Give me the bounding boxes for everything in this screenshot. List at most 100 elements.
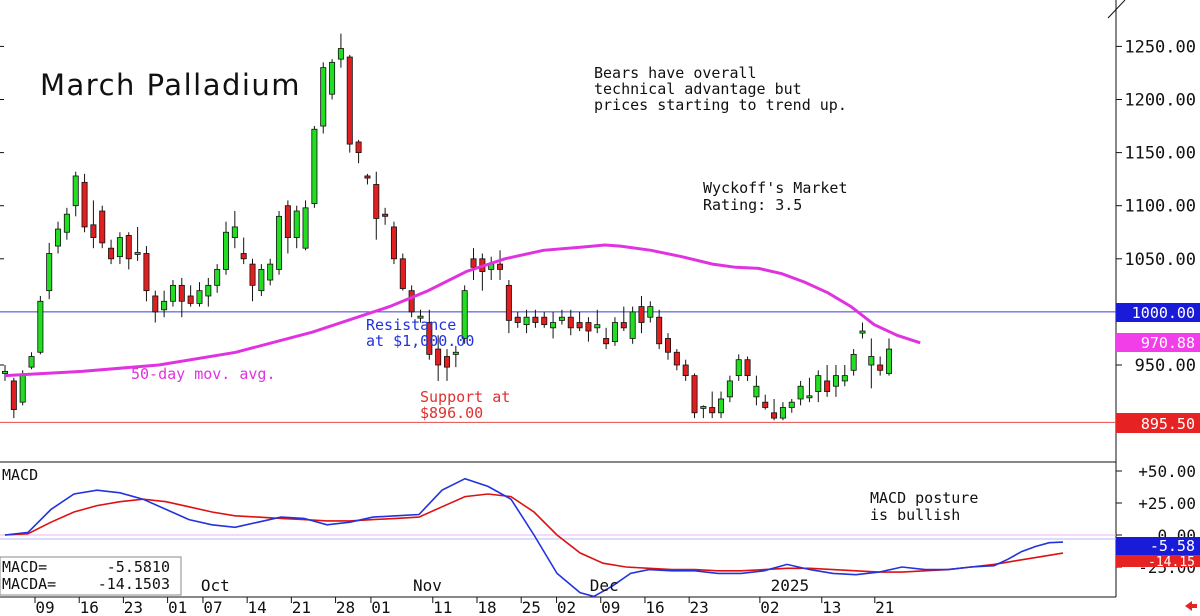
candle-body: [417, 315, 424, 319]
candle-body: [753, 385, 760, 398]
candle-body: [824, 380, 831, 392]
candle-body: [735, 359, 742, 377]
candle-body: [99, 210, 106, 244]
candle-body: [169, 284, 176, 302]
candle-body: [762, 401, 769, 408]
x-tick-label: 13: [822, 598, 841, 616]
candle-body: [611, 322, 618, 343]
x-tick-label: 25: [522, 598, 541, 616]
month-label: Dec: [590, 576, 619, 595]
resistance-price-tag: 1000.00: [1116, 303, 1200, 322]
candle-body: [152, 295, 159, 313]
candle-body: [258, 269, 265, 292]
scroll-right-arrow-icon[interactable]: [1185, 601, 1197, 611]
macda-readout-value: -14.1503: [98, 575, 170, 593]
x-tick-label: 02: [557, 598, 576, 616]
month-label: 2025: [771, 576, 810, 595]
corner-diagonal: [1107, 0, 1126, 19]
candle-body: [390, 226, 397, 260]
candle-body: [886, 348, 893, 374]
candle-body: [514, 316, 521, 323]
candle-body: [779, 407, 786, 419]
candle-body: [355, 141, 362, 153]
macda-last-tag-text: -14.15: [1148, 555, 1195, 570]
corner-fold: [1182, 0, 1200, 18]
macda-readout-label: MACDA=: [2, 575, 56, 593]
x-tick-label: 11: [433, 598, 452, 616]
candle-body: [443, 356, 450, 368]
candle-body: [656, 316, 663, 345]
candle-body: [134, 252, 141, 255]
annotation-bears-line1: Bears have overall: [594, 64, 757, 82]
last-price-tag: 970.88: [1116, 333, 1200, 352]
candle-body: [603, 338, 610, 345]
candle-body: [382, 213, 389, 217]
candle-body: [196, 290, 203, 304]
support-price-tag: 895.50: [1116, 413, 1200, 433]
macda-series-line: [4, 493, 1064, 573]
candle-body: [470, 258, 477, 268]
candle-body: [373, 184, 380, 219]
candle-body: [178, 284, 185, 302]
resistance-label-line2: at $1,000.00: [366, 332, 474, 350]
candle-body: [859, 330, 866, 334]
candle-body: [28, 356, 35, 368]
x-tick-label: 28: [336, 598, 355, 616]
candle-body: [90, 224, 97, 238]
candle-body: [435, 348, 442, 366]
candle-body: [320, 67, 327, 127]
candle-body: [505, 284, 512, 321]
candle-body: [55, 228, 62, 247]
candle-body: [788, 401, 795, 408]
x-tick-label: 21: [292, 598, 311, 616]
candle-body: [841, 375, 848, 382]
price-tick-label: 1150.00: [1124, 144, 1196, 164]
x-tick-label: 18: [477, 598, 496, 616]
candle-body: [2, 370, 8, 374]
candle-body: [576, 322, 583, 329]
candle-body: [108, 247, 115, 260]
candle-body: [718, 398, 725, 414]
candle-body: [161, 300, 168, 311]
macda-last-tag: -14.15: [1116, 555, 1200, 570]
x-tick-label: 14: [248, 598, 267, 616]
candle-body: [461, 290, 468, 339]
candle-body: [187, 295, 194, 304]
annotation-wyckoff-line2: Rating: 3.5: [703, 196, 802, 214]
candle-body: [682, 364, 689, 377]
macd-tick-label: +50.00: [1138, 462, 1196, 481]
macd-readout-value: -5.5810: [107, 558, 170, 576]
x-tick-label: 07: [203, 598, 222, 616]
x-tick-label: 21: [875, 598, 894, 616]
candle-body: [497, 263, 504, 270]
candle-body: [815, 375, 822, 392]
candle-body: [267, 263, 274, 281]
candle-body: [726, 380, 733, 398]
x-tick-label: 09: [601, 598, 620, 616]
candle-body: [567, 316, 574, 329]
x-tick-label: 16: [80, 598, 99, 616]
x-tick-label: 16: [645, 598, 664, 616]
candle-body: [293, 210, 300, 238]
annotation-bears-line2: technical advantage but: [594, 80, 802, 98]
candle-body: [276, 215, 283, 270]
macd-series-line: [4, 477, 1064, 598]
candle-body: [205, 284, 212, 297]
candle-body: [709, 407, 716, 414]
candle-body: [806, 395, 813, 399]
resistance-label-line1: Resistance: [366, 316, 456, 334]
candle-body: [10, 380, 17, 411]
macd-annotation-line1: MACD posture: [870, 489, 978, 507]
support-label-line2: $896.00: [420, 404, 483, 422]
macd-tick-label: +25.00: [1138, 494, 1196, 513]
candle-body: [620, 322, 627, 329]
candle-body: [558, 316, 565, 321]
candle-body: [240, 253, 247, 260]
candle-body: [832, 375, 839, 387]
price-tick-label: 1100.00: [1124, 197, 1196, 217]
candle-body: [222, 231, 229, 270]
support-label-line1: Support at: [420, 388, 510, 406]
candle-body: [337, 48, 344, 60]
candle-body: [850, 353, 857, 371]
macd-panel-title: MACD: [2, 466, 38, 484]
